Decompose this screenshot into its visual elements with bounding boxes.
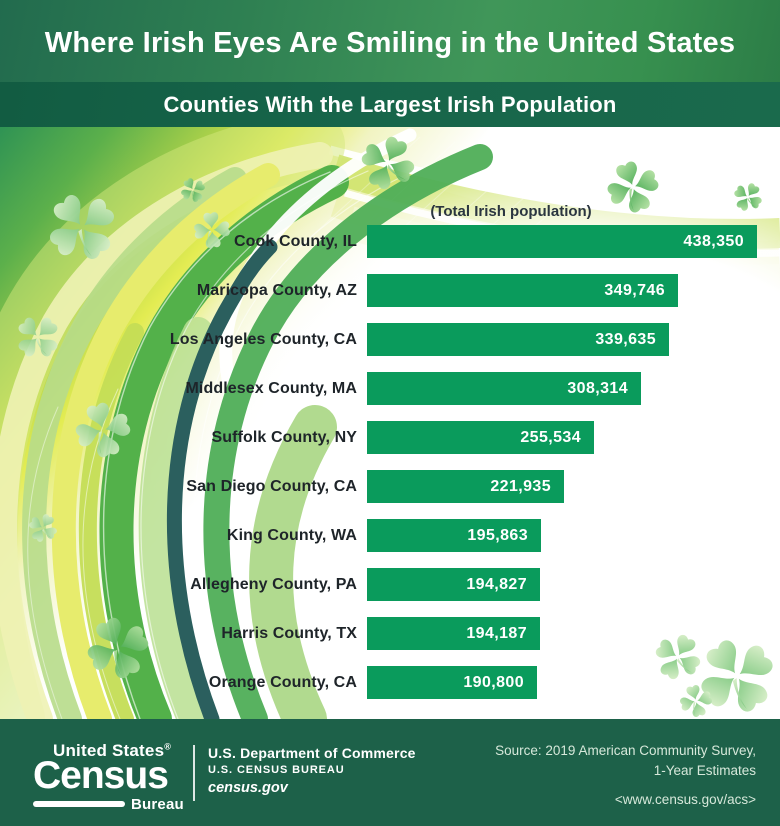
category-label: Middlesex County, MA [185, 380, 357, 397]
category-label: Cook County, IL [234, 233, 357, 250]
chart-title: Counties With the Largest Irish Populati… [163, 91, 617, 117]
bar-row: Maricopa County, AZ 349,746 [0, 274, 780, 307]
acs-link[interactable]: <www.census.gov/acs> [614, 791, 756, 807]
footer-banner: United States® Census Bureau U.S. Depart… [0, 719, 780, 826]
value-label: 221,935 [490, 477, 551, 495]
footer-divider [193, 745, 195, 801]
bar-rows: Cook County, IL 438,350 Maricopa County, A… [0, 127, 780, 719]
logo-census: Census [33, 754, 169, 797]
bar-row: Suffolk County, NY 255,534 [0, 421, 780, 454]
category-label: Orange County, CA [208, 674, 357, 691]
bar-row: Orange County, CA 190,800 [0, 666, 780, 699]
header-banner: Where Irish Eyes Are Smiling in the Unit… [0, 0, 780, 82]
bar: 221,935 [367, 470, 564, 503]
bar: 195,863 [367, 519, 541, 552]
bar: 339,635 [367, 323, 669, 356]
bar: 194,187 [367, 617, 540, 650]
value-label: 194,827 [466, 575, 527, 593]
bar: 194,827 [367, 568, 540, 601]
subtitle-banner: Counties With the Largest Irish Populati… [0, 82, 780, 127]
bar-row: San Diego County, CA 221,935 [0, 470, 780, 503]
category-label: Los Angeles County, CA [169, 331, 357, 348]
source-block: Source: 2019 American Community Survey, … [495, 741, 756, 810]
source-line-2: 1-Year Estimates [653, 763, 756, 779]
bar: 438,350 [367, 225, 757, 258]
category-label: Maricopa County, AZ [196, 282, 357, 299]
agency-block: U.S. Department of Commerce U.S. CENSUS … [208, 746, 416, 796]
value-label: 438,350 [683, 232, 744, 250]
us-census-bureau: U.S. CENSUS BUREAU [208, 764, 345, 776]
bar: 349,746 [367, 274, 678, 307]
registered-mark: ® [164, 741, 172, 752]
bar: 190,800 [367, 666, 537, 699]
category-label: King County, WA [226, 527, 357, 544]
value-label: 255,534 [520, 428, 581, 446]
source-line-1: Source: 2019 American Community Survey, [495, 743, 756, 758]
bar-row: King County, WA 195,863 [0, 519, 780, 552]
value-label: 195,863 [467, 526, 528, 544]
bar-row: Cook County, IL 438,350 [0, 225, 780, 258]
bar: 255,534 [367, 421, 594, 454]
value-label: 349,746 [604, 281, 665, 299]
bar-row: Harris County, TX 194,187 [0, 617, 780, 650]
category-label: Harris County, TX [221, 625, 357, 642]
census-bureau-logo: United States® Census Bureau [33, 742, 191, 813]
bar-row: Los Angeles County, CA 339,635 [0, 323, 780, 356]
value-label: 308,314 [567, 379, 628, 397]
value-label: 194,187 [466, 624, 527, 642]
page-title: Where Irish Eyes Are Smiling in the Unit… [44, 26, 736, 59]
bar-row: Middlesex County, MA 308,314 [0, 372, 780, 405]
axis-annotation: (Total Irish population) [430, 203, 592, 220]
logo-bureau: Bureau [131, 795, 184, 813]
bar: 308,314 [367, 372, 641, 405]
category-label: Suffolk County, NY [211, 429, 357, 446]
category-label: San Diego County, CA [186, 478, 357, 495]
bar-row: Allegheny County, PA 194,827 [0, 568, 780, 601]
category-label: Allegheny County, PA [190, 576, 357, 593]
value-label: 190,800 [463, 673, 524, 691]
census-gov-link[interactable]: census.gov [208, 780, 288, 796]
logo-united-states: United States® [53, 741, 172, 760]
logo-rule [33, 801, 125, 808]
department-of-commerce: U.S. Department of Commerce [208, 745, 416, 761]
value-label: 339,635 [595, 330, 656, 348]
chart-area: (Total Irish population) Cook County, IL… [0, 127, 780, 719]
